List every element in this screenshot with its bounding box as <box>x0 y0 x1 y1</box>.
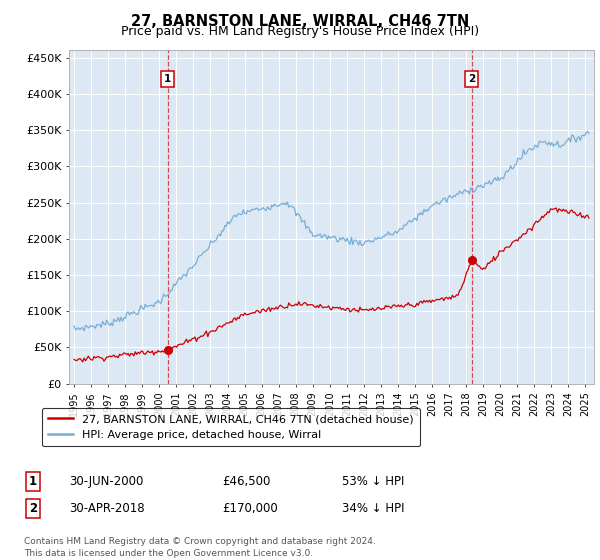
Text: 2: 2 <box>468 74 475 85</box>
Legend: 27, BARNSTON LANE, WIRRAL, CH46 7TN (detached house), HPI: Average price, detach: 27, BARNSTON LANE, WIRRAL, CH46 7TN (det… <box>41 408 420 446</box>
Text: 34% ↓ HPI: 34% ↓ HPI <box>342 502 404 515</box>
Text: £170,000: £170,000 <box>222 502 278 515</box>
Text: 53% ↓ HPI: 53% ↓ HPI <box>342 475 404 488</box>
Text: 2: 2 <box>29 502 37 515</box>
Text: 27, BARNSTON LANE, WIRRAL, CH46 7TN: 27, BARNSTON LANE, WIRRAL, CH46 7TN <box>131 14 469 29</box>
Text: 30-APR-2018: 30-APR-2018 <box>69 502 145 515</box>
Text: Contains HM Land Registry data © Crown copyright and database right 2024.: Contains HM Land Registry data © Crown c… <box>24 537 376 546</box>
Text: 1: 1 <box>164 74 172 85</box>
Text: £46,500: £46,500 <box>222 475 271 488</box>
Text: 1: 1 <box>29 475 37 488</box>
Text: Price paid vs. HM Land Registry's House Price Index (HPI): Price paid vs. HM Land Registry's House … <box>121 25 479 38</box>
Text: This data is licensed under the Open Government Licence v3.0.: This data is licensed under the Open Gov… <box>24 549 313 558</box>
Text: 30-JUN-2000: 30-JUN-2000 <box>69 475 143 488</box>
